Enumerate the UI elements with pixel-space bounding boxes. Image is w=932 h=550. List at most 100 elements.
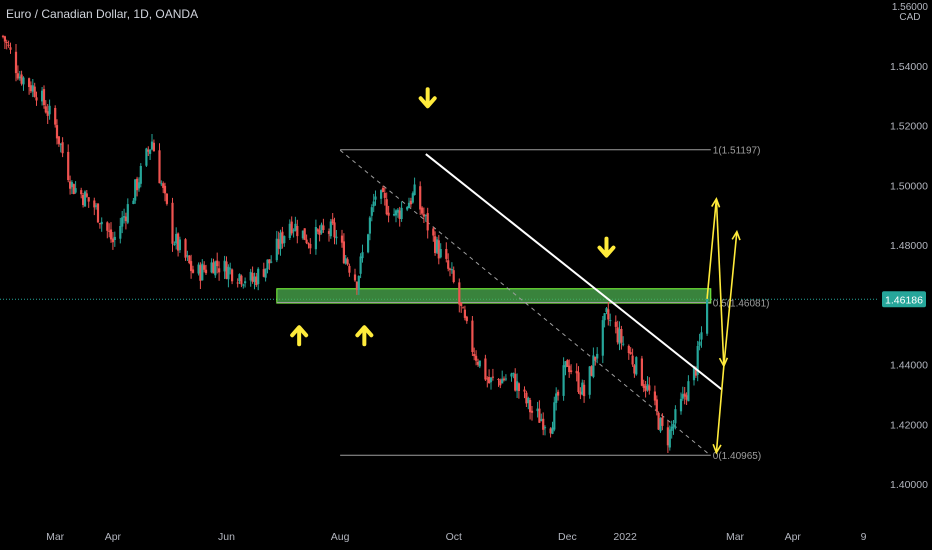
candle-body bbox=[72, 184, 75, 194]
candle-body bbox=[609, 320, 612, 322]
candle-body bbox=[100, 221, 103, 225]
candle-body bbox=[7, 44, 10, 46]
candle-body bbox=[109, 229, 113, 240]
price-tag-box bbox=[882, 291, 926, 308]
candle-body bbox=[618, 329, 621, 344]
candle-body bbox=[214, 261, 217, 276]
projection-line[interactable] bbox=[715, 365, 725, 453]
trendline-line[interactable] bbox=[425, 153, 723, 391]
candle-body bbox=[409, 200, 412, 205]
candle-body bbox=[355, 281, 358, 290]
annotation-arrows[interactable] bbox=[290, 87, 616, 347]
candle-body bbox=[171, 202, 174, 244]
candle-body bbox=[674, 409, 677, 424]
candle-body bbox=[41, 90, 44, 102]
price-axis[interactable]: 1.54000 1.52000 1.50000 1.48000 1.44000 1.420… bbox=[890, 61, 928, 491]
candle-body bbox=[424, 215, 427, 217]
candle-body bbox=[627, 345, 630, 353]
candle-body bbox=[646, 384, 649, 390]
candle-body bbox=[121, 217, 124, 227]
candle-body bbox=[216, 260, 219, 267]
y-tick-label: 1.50000 bbox=[890, 180, 928, 192]
candle-body bbox=[553, 402, 556, 430]
candle-body bbox=[158, 150, 161, 184]
candle-body bbox=[635, 357, 638, 375]
x-tick-label: Apr bbox=[105, 531, 122, 543]
candle-body bbox=[277, 239, 280, 249]
candle-body bbox=[257, 268, 260, 285]
candle-body bbox=[281, 231, 284, 244]
candle-body bbox=[471, 320, 474, 352]
y-tick-label: 1.42000 bbox=[890, 419, 928, 431]
candle-body bbox=[372, 201, 375, 207]
x-tick-label: Oct bbox=[446, 531, 462, 543]
down-arrow-head bbox=[597, 245, 616, 258]
candle-body bbox=[348, 265, 351, 273]
candle-body bbox=[145, 148, 148, 166]
candle-body bbox=[124, 216, 127, 222]
projection-lines[interactable] bbox=[706, 197, 741, 455]
candle-body bbox=[244, 281, 247, 284]
time-axis[interactable]: Mar Apr Jun Aug Oct Dec 2022 Mar Apr 9 bbox=[46, 531, 866, 543]
projection-line[interactable] bbox=[723, 231, 738, 367]
candle-body bbox=[426, 213, 429, 231]
candle-body bbox=[488, 377, 491, 383]
candle-body bbox=[48, 105, 51, 115]
candle-body bbox=[54, 108, 57, 125]
candle-body bbox=[460, 302, 463, 306]
candle-body bbox=[238, 274, 241, 282]
support-resistance-zone[interactable] bbox=[276, 288, 712, 304]
candle-body bbox=[607, 309, 610, 320]
candle-body bbox=[659, 418, 662, 432]
candle-body bbox=[570, 370, 573, 372]
candle-body bbox=[106, 222, 109, 231]
fib-retracement[interactable]: 1(1.51197) 0.5(1.46081) 0(1.40965) bbox=[276, 146, 770, 462]
candle-body bbox=[575, 370, 578, 374]
projection-line[interactable] bbox=[706, 198, 718, 299]
projection-line[interactable] bbox=[715, 198, 725, 367]
candle-body bbox=[381, 187, 385, 192]
candle-body bbox=[20, 74, 23, 84]
symbol-title: Euro / Canadian Dollar, 1D, OANDA bbox=[6, 7, 199, 21]
candle-body bbox=[3, 36, 6, 42]
candle-body bbox=[614, 321, 617, 327]
candle-body bbox=[387, 212, 390, 216]
candle-body bbox=[562, 365, 565, 396]
candle-body bbox=[700, 332, 703, 340]
candle-body bbox=[231, 269, 234, 282]
candle-body bbox=[383, 193, 386, 198]
candle-body bbox=[149, 149, 152, 154]
candle-body bbox=[139, 166, 142, 184]
candle-body bbox=[191, 269, 195, 273]
candle-body bbox=[463, 309, 466, 318]
candle-body bbox=[393, 214, 396, 216]
candle-body bbox=[147, 149, 150, 152]
candle-body bbox=[512, 372, 515, 374]
candle-body bbox=[432, 228, 435, 236]
candle-body bbox=[698, 341, 701, 346]
candle-body bbox=[419, 186, 422, 210]
candle-body bbox=[596, 353, 599, 359]
candle-body bbox=[465, 316, 468, 322]
candle-body bbox=[46, 111, 49, 116]
x-tick-label: 2022 bbox=[613, 531, 637, 543]
candle-body bbox=[551, 427, 554, 434]
candle-body bbox=[1, 35, 5, 37]
candle-body bbox=[262, 269, 265, 277]
candle-body bbox=[385, 199, 388, 215]
candle-body bbox=[685, 395, 688, 400]
candle-body bbox=[212, 262, 215, 274]
candle-body bbox=[398, 210, 401, 219]
up-arrow-head bbox=[355, 325, 374, 338]
zone-rect[interactable] bbox=[276, 288, 712, 304]
candle-body bbox=[108, 230, 111, 232]
candle-body bbox=[380, 190, 383, 199]
trendline[interactable] bbox=[425, 153, 723, 391]
candle-body bbox=[536, 408, 539, 412]
candle-body bbox=[203, 265, 206, 270]
candle-body bbox=[288, 223, 291, 238]
candle-body bbox=[588, 366, 591, 395]
candle-body bbox=[98, 223, 101, 225]
candle-body bbox=[177, 233, 180, 251]
